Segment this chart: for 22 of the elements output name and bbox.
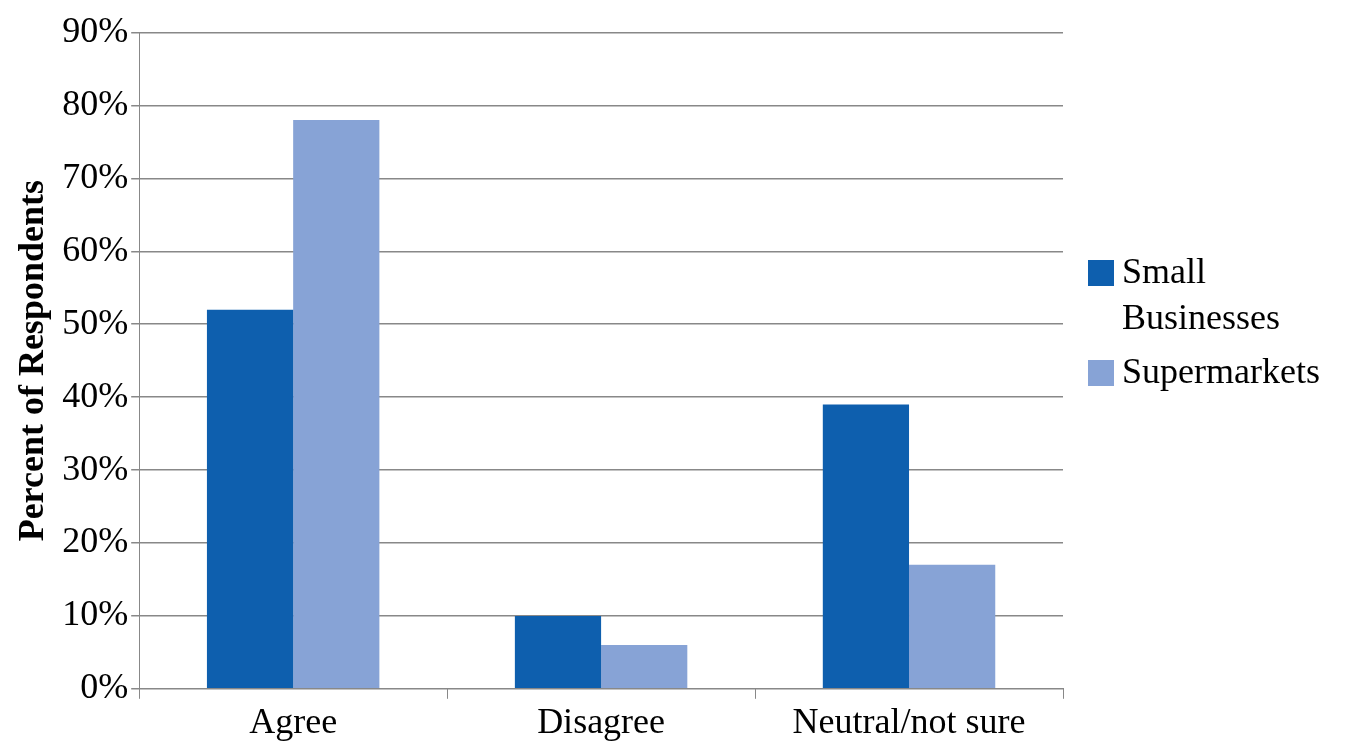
- y-tick-label: 20%: [62, 520, 129, 561]
- legend-label: Small Businesses: [1122, 250, 1281, 339]
- y-tick-label: 50%: [62, 301, 129, 342]
- x-tick-label: Neutral/not sure: [792, 700, 1026, 741]
- y-tick-label: 0%: [80, 666, 129, 707]
- bar: [909, 564, 996, 689]
- y-tick-label: 70%: [62, 155, 129, 196]
- y-tick-label: 40%: [62, 374, 129, 415]
- y-tick-label: 90%: [62, 10, 129, 51]
- x-tick-label: Disagree: [537, 700, 666, 741]
- y-tick-label: 30%: [62, 447, 129, 488]
- y-tick-label: 60%: [62, 228, 129, 269]
- bar: [206, 309, 294, 689]
- bar: [514, 615, 602, 689]
- x-tick-label: Agree: [249, 700, 338, 741]
- bar: [822, 404, 910, 689]
- y-tick-label: 10%: [62, 593, 129, 634]
- legend-label: Supermarkets: [1122, 350, 1320, 393]
- bar: [293, 120, 380, 689]
- bar: [601, 645, 688, 689]
- y-axis-title: Percent of Respondents: [10, 180, 51, 542]
- y-tick-label: 80%: [62, 82, 129, 123]
